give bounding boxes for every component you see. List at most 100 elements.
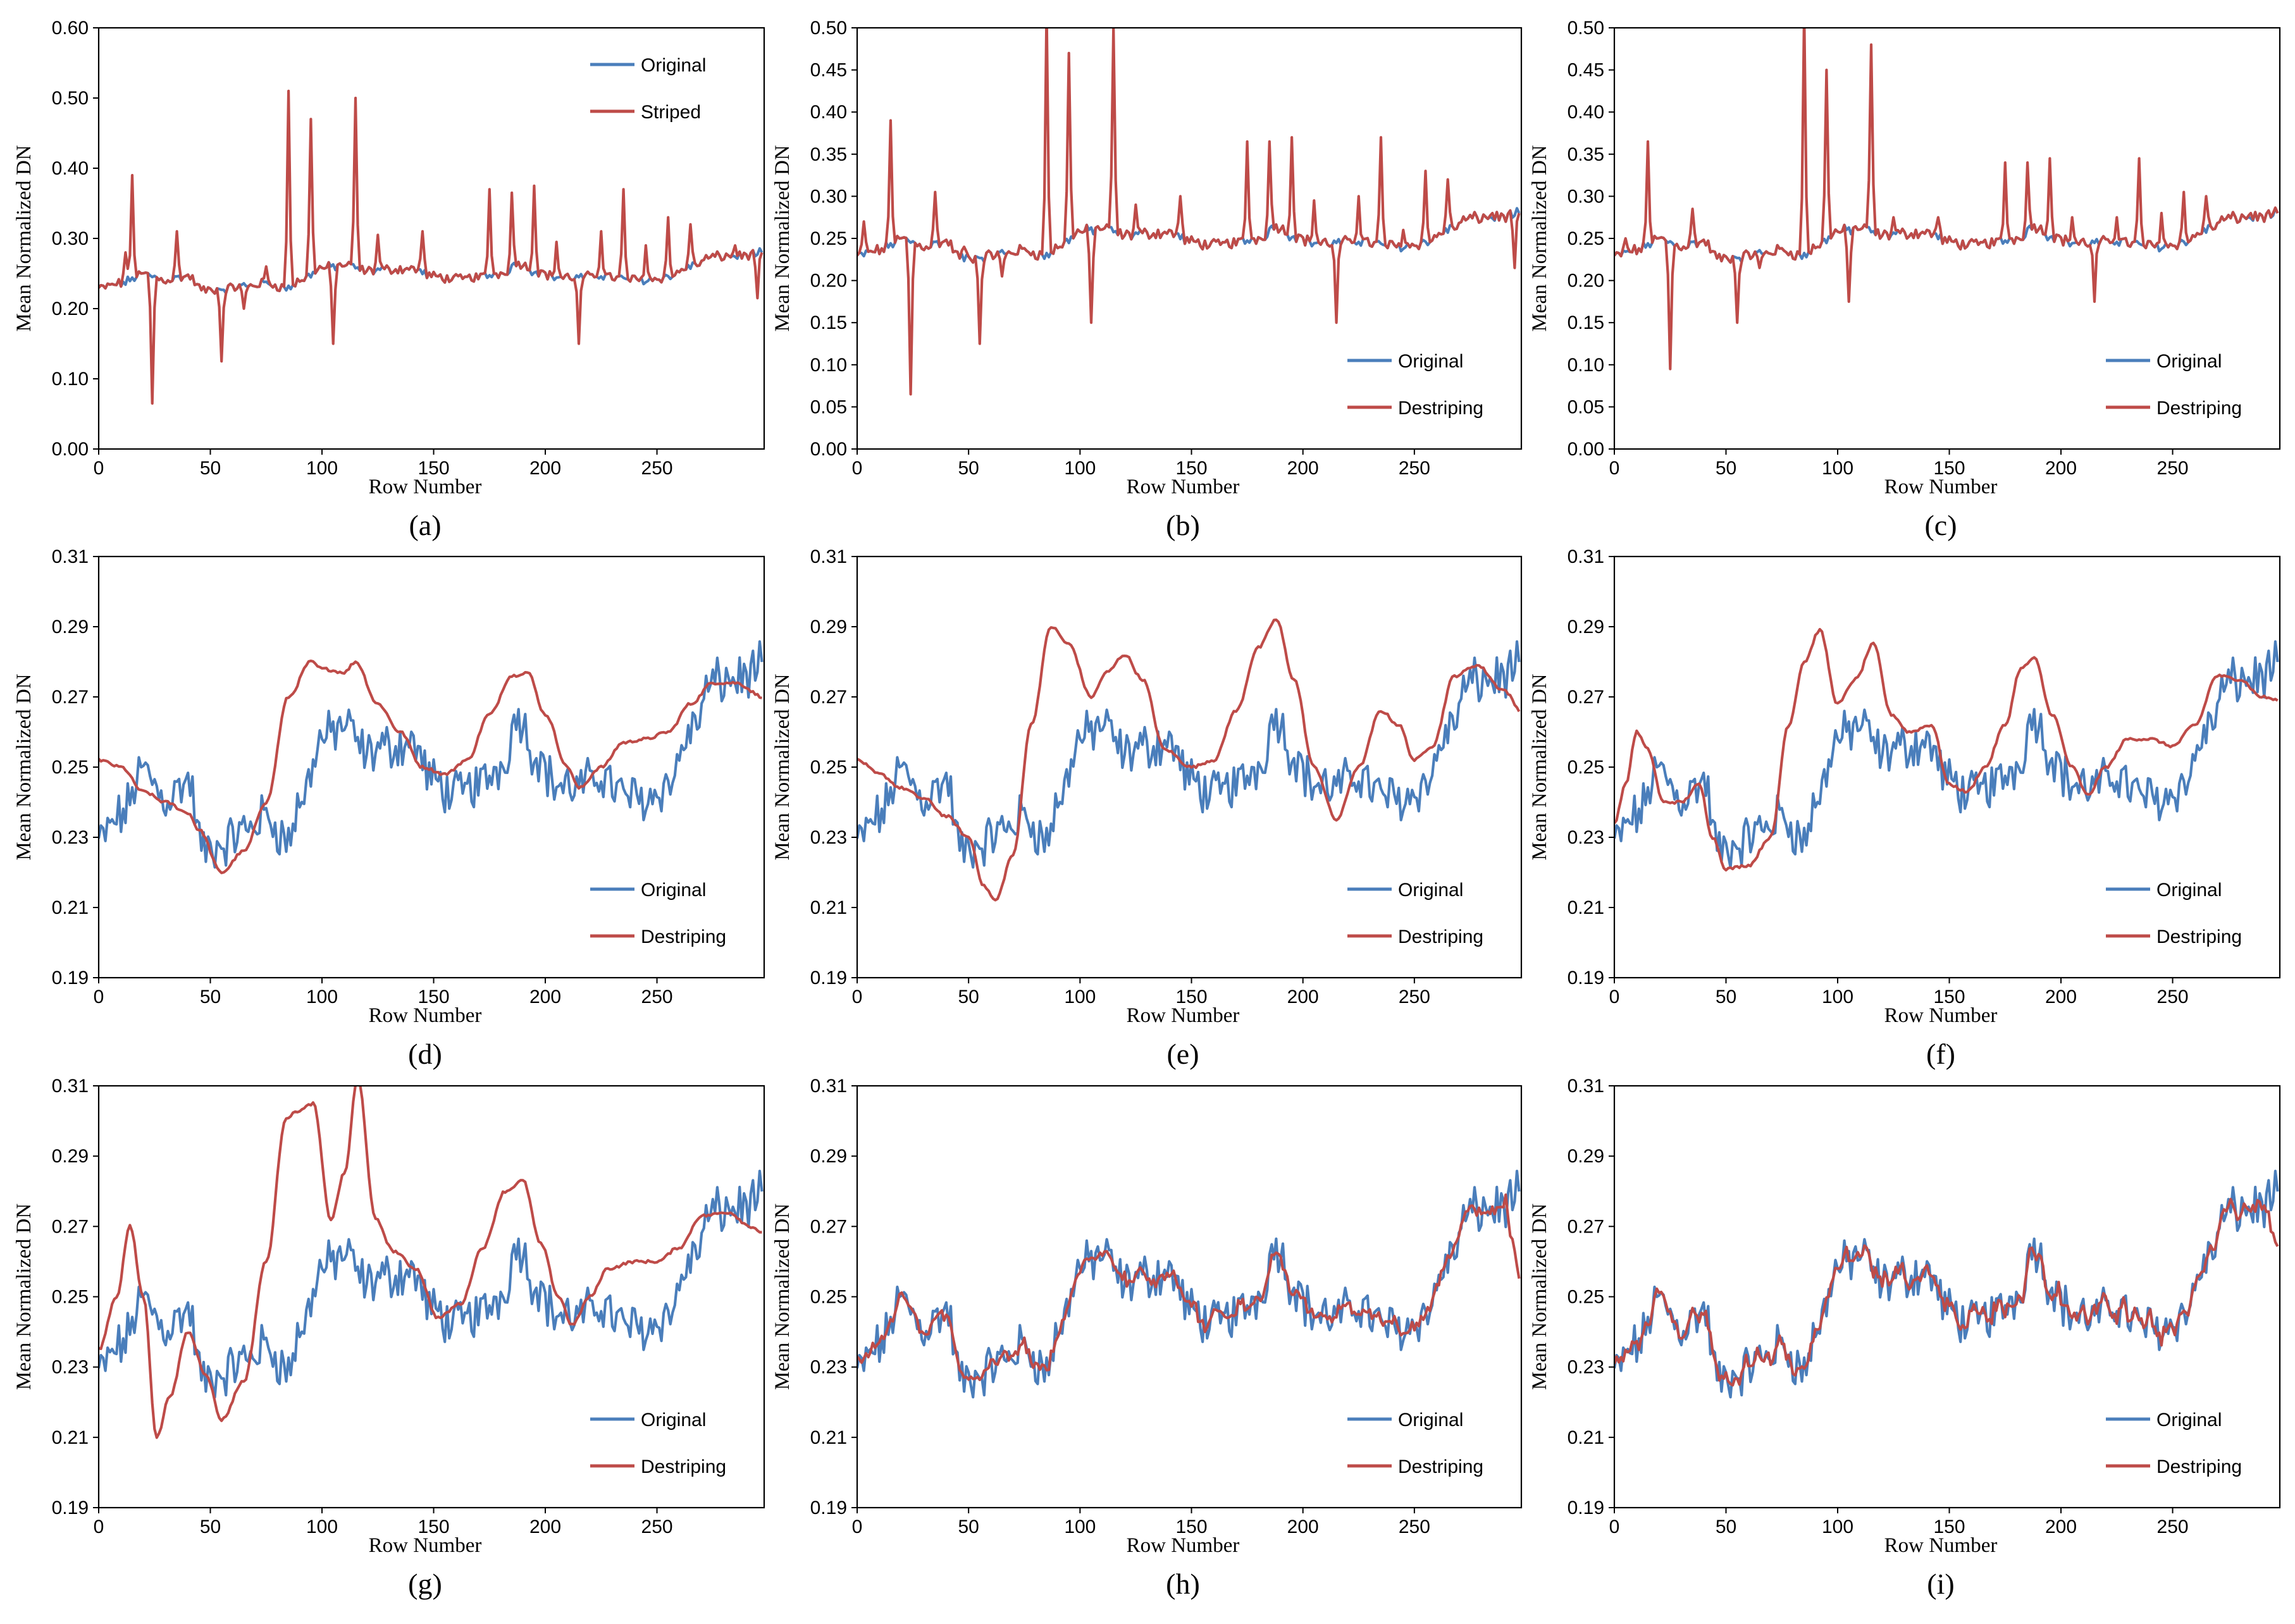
x-tick-label: 250 — [1399, 1516, 1430, 1537]
x-tick-label: 250 — [1399, 987, 1430, 1007]
series-line-destriping — [857, 1193, 1521, 1381]
x-tick-label: 0 — [1609, 1516, 1620, 1537]
series-line-original — [857, 1169, 1521, 1399]
chart-panel: 0.19 0.21 0.23 0.25 0.27 0.29 0.31 0 50 100 150 200… — [771, 546, 1523, 1070]
series-line-original — [99, 247, 764, 295]
x-tick-label: 250 — [641, 987, 673, 1007]
panel-label: (d) — [408, 1038, 442, 1070]
y-tick-label: 0.25 — [1568, 1287, 1604, 1308]
series-line-destriping — [1614, 28, 2279, 371]
x-tick-label: 50 — [200, 458, 221, 479]
x-tick-label: 50 — [958, 458, 979, 479]
x-tick-label: 50 — [958, 987, 979, 1007]
y-tick-label: 0.23 — [1568, 1357, 1604, 1378]
y-tick-label: 0.27 — [1568, 1216, 1604, 1237]
legend-label: Destriping — [2156, 398, 2242, 419]
series-line-destriping — [99, 89, 764, 405]
y-tick-label: 0.31 — [1568, 546, 1604, 567]
legend-label: Destriping — [641, 926, 726, 947]
panel-label: (g) — [408, 1568, 442, 1600]
chart-panel: 0.00 0.05 0.10 0.15 0.20 0.25 0.30 0.35 0.40 0.45… — [1528, 18, 2281, 541]
panel-label: (c) — [1924, 509, 1957, 541]
y-tick-label: 0.23 — [810, 827, 847, 848]
y-tick-label: 0.45 — [1568, 60, 1604, 81]
x-tick-label: 100 — [1064, 987, 1096, 1007]
y-tick-label: 0.15 — [810, 312, 847, 333]
x-tick-label: 200 — [2045, 458, 2077, 479]
y-axis-label: Mean Normalized DN — [771, 1203, 794, 1390]
x-tick-label: 0 — [94, 458, 104, 479]
chart-panel: 0.19 0.21 0.23 0.25 0.27 0.29 0.31 0 50 100 150 200… — [13, 546, 765, 1070]
series-line-original — [1614, 640, 2279, 869]
x-tick-label: 150 — [1933, 458, 1965, 479]
y-axis-label: Mean Normalized DN — [771, 145, 794, 331]
panel-label: (b) — [1166, 509, 1200, 541]
chart-panel: 0.00 0.05 0.10 0.15 0.20 0.25 0.30 0.35 0.40 0.45… — [771, 18, 1523, 541]
panel-label: (f) — [1926, 1038, 1955, 1070]
x-tick-label: 150 — [418, 1516, 449, 1537]
y-tick-label: 0.27 — [810, 1216, 847, 1237]
y-tick-label: 0.29 — [52, 617, 89, 637]
x-tick-label: 250 — [641, 458, 673, 479]
y-tick-label: 0.31 — [1568, 1076, 1604, 1097]
chart-panel: 0.19 0.21 0.23 0.25 0.27 0.29 0.31 0 50 100 150 200… — [771, 1076, 1523, 1600]
y-axis-label: Mean Normalized DN — [13, 1203, 35, 1390]
y-tick-label: 0.19 — [810, 968, 847, 988]
y-tick-label: 0.20 — [1568, 271, 1604, 292]
x-tick-label: 50 — [958, 1516, 979, 1537]
y-tick-label: 0.20 — [52, 298, 89, 319]
y-axis-label: Mean Normalized DN — [771, 674, 794, 860]
y-tick-label: 0.50 — [810, 18, 847, 39]
x-tick-label: 100 — [1064, 458, 1096, 479]
x-axis-label: Row Number — [1884, 476, 1998, 498]
y-tick-label: 0.21 — [810, 1427, 847, 1448]
y-tick-label: 0.30 — [810, 186, 847, 207]
y-tick-label: 0.23 — [810, 1357, 847, 1378]
x-tick-label: 250 — [2157, 987, 2189, 1007]
panel-label: (h) — [1166, 1568, 1200, 1600]
y-tick-label: 0.31 — [52, 1076, 89, 1097]
y-tick-label: 0.29 — [1568, 1146, 1604, 1167]
x-tick-label: 0 — [852, 987, 863, 1007]
legend-label: Original — [641, 55, 706, 76]
x-axis-label: Row Number — [369, 1534, 482, 1557]
x-tick-label: 100 — [306, 1516, 338, 1537]
series-line-original — [857, 640, 1521, 869]
y-axis-label: Mean Normalized DN — [1528, 674, 1551, 860]
x-tick-label: 200 — [529, 458, 561, 479]
y-tick-label: 0.19 — [810, 1498, 847, 1518]
y-tick-label: 0.05 — [1568, 397, 1604, 417]
y-tick-label: 0.27 — [52, 1216, 89, 1237]
y-tick-label: 0.50 — [52, 88, 89, 109]
x-tick-label: 50 — [1716, 458, 1736, 479]
legend-label: Destriping — [1398, 926, 1483, 947]
x-tick-label: 50 — [1716, 1516, 1736, 1537]
x-axis-label: Row Number — [369, 1004, 482, 1027]
series-line-original — [857, 207, 1521, 264]
x-tick-label: 100 — [1822, 458, 1853, 479]
y-tick-label: 0.21 — [52, 897, 89, 918]
plot-frame — [1613, 1085, 2281, 1509]
x-tick-label: 50 — [200, 987, 221, 1007]
x-tick-label: 150 — [1175, 458, 1207, 479]
y-tick-label: 0.35 — [1568, 144, 1604, 165]
x-tick-label: 200 — [2045, 1516, 2077, 1537]
x-tick-label: 0 — [94, 1516, 104, 1537]
y-tick-label: 0.45 — [810, 60, 847, 81]
y-tick-label: 0.29 — [1568, 617, 1604, 637]
y-tick-label: 0.00 — [810, 439, 847, 460]
y-tick-label: 0.25 — [1568, 757, 1604, 778]
legend-label: Original — [1398, 351, 1463, 372]
y-tick-label: 0.29 — [810, 1146, 847, 1167]
plot-frame — [97, 27, 765, 450]
y-tick-label: 0.19 — [1568, 968, 1604, 988]
y-tick-label: 0.15 — [1568, 312, 1604, 333]
panel-label: (e) — [1166, 1038, 1199, 1070]
series-line-destriping — [857, 618, 1521, 902]
plot-frame — [97, 1085, 765, 1509]
y-tick-label: 0.21 — [1568, 1427, 1604, 1448]
series-line-destriping — [1614, 627, 2279, 872]
y-tick-label: 0.25 — [810, 757, 847, 778]
y-tick-label: 0.40 — [52, 158, 89, 179]
y-tick-label: 0.25 — [810, 1287, 847, 1308]
